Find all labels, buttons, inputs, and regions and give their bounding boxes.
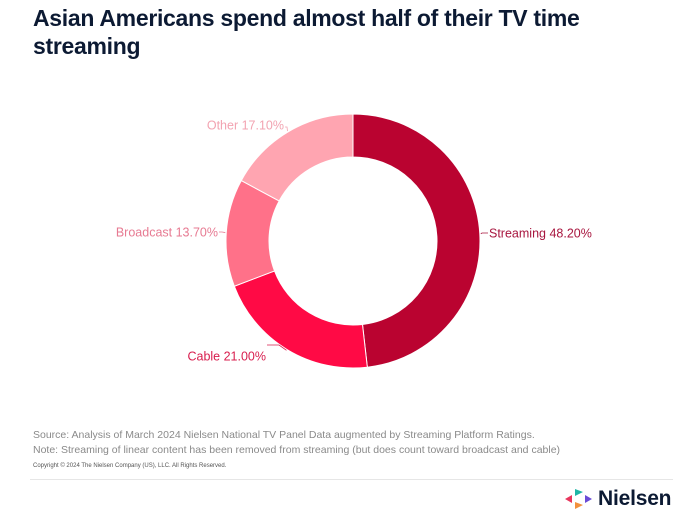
source-text: Source: Analysis of March 2024 Nielsen N… bbox=[33, 429, 535, 441]
leader-line-cable bbox=[267, 344, 287, 351]
nielsen-arrows-icon bbox=[565, 489, 592, 509]
data-label-broadcast: Broadcast 13.70% bbox=[116, 225, 218, 239]
brand-name: Nielsen bbox=[598, 487, 672, 510]
data-label-streaming: Streaming 48.20% bbox=[489, 226, 592, 240]
source-notes: Source: Analysis of March 2024 Nielsen N… bbox=[33, 428, 560, 458]
chart-title: Asian Americans spend almost half of the… bbox=[33, 5, 580, 59]
donut-chart: Streaming 48.20% Cable 21.00% Broadcast 13… bbox=[116, 113, 592, 369]
leader-line-other bbox=[285, 126, 288, 132]
data-label-cable: Cable 21.00% bbox=[187, 349, 266, 363]
copyright-text: Copyright © 2024 The Nielsen Company (US… bbox=[33, 463, 227, 469]
data-label-other: Other 17.10% bbox=[207, 118, 284, 132]
leader-line-streaming bbox=[480, 232, 488, 235]
footer-divider bbox=[30, 479, 673, 480]
leader-line-broadcast bbox=[219, 231, 226, 233]
nielsen-logo: Nielsen bbox=[564, 487, 672, 511]
slice-streaming bbox=[352, 113, 481, 368]
slice-other bbox=[240, 113, 354, 202]
note-text: Note: Streaming of linear content has be… bbox=[33, 444, 561, 456]
